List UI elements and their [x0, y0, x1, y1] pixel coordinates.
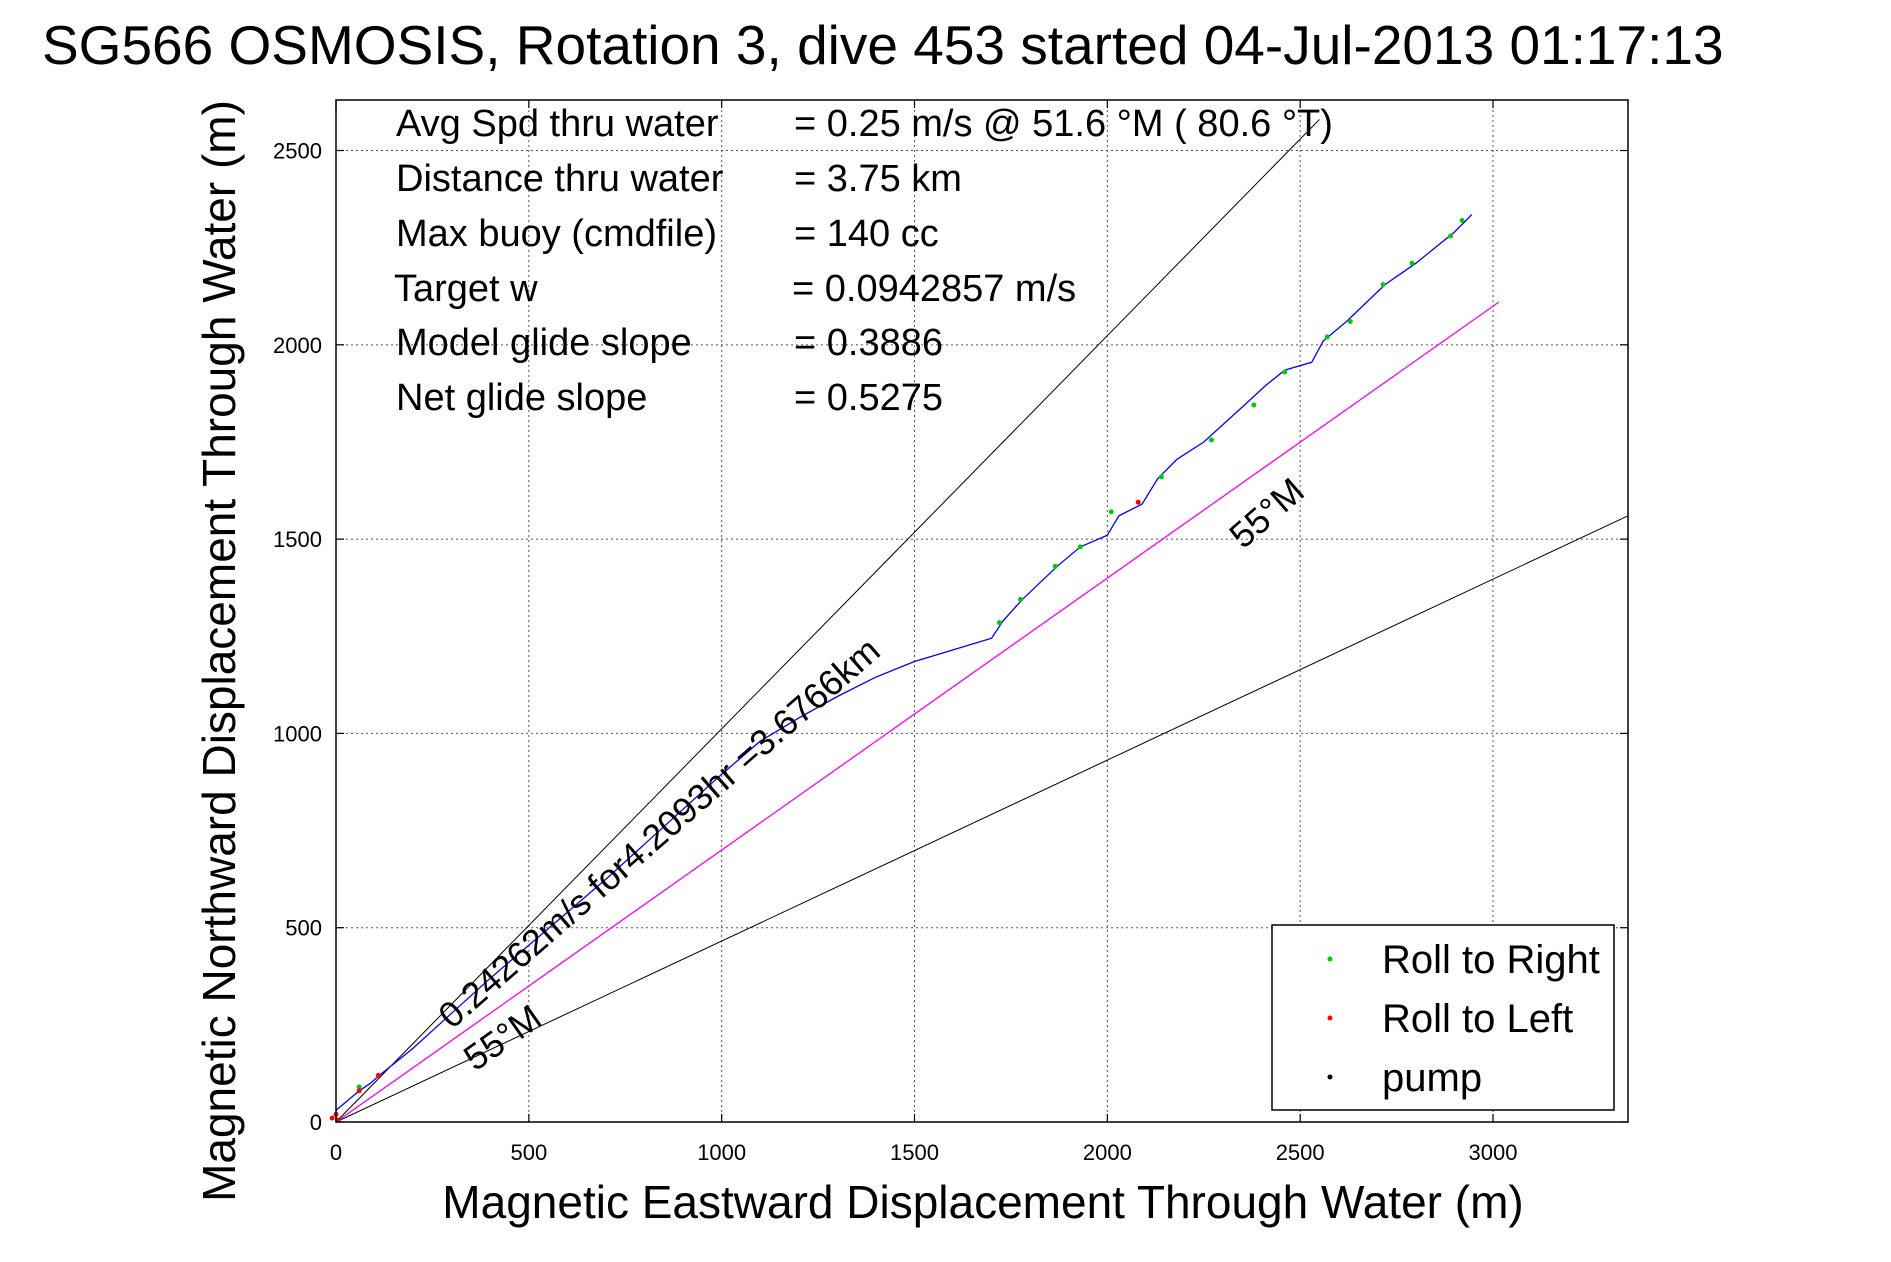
- marker-roll-to-right: [1208, 437, 1214, 443]
- x-tick-label: 1000: [697, 1140, 746, 1165]
- y-tick-label: 2000: [273, 333, 322, 358]
- marker-roll-to-right: [1251, 402, 1257, 408]
- legend-marker-roll-right: [1327, 956, 1333, 962]
- series-layer: [329, 214, 1500, 1123]
- legend-marker-pump: [1327, 1074, 1333, 1080]
- y-axis-label: Magnetic Northward Displacement Through …: [193, 100, 245, 1202]
- marker-roll-to-right: [356, 1084, 362, 1090]
- axes-frame: [335, 99, 1629, 1123]
- stat-label-distance: Distance thru water: [396, 158, 724, 200]
- legend-label-roll-right: Roll to Right: [1382, 938, 1600, 982]
- x-tick-label: 2000: [1083, 1140, 1132, 1165]
- marker-roll-to-right: [1448, 233, 1454, 239]
- stat-label-max-buoy: Max buoy (cmdfile): [396, 213, 717, 255]
- reference-lines: [335, 119, 1629, 1123]
- series-line-model: [335, 301, 1500, 1123]
- marker-roll-to-right: [1324, 334, 1330, 340]
- x-tick-label: 1500: [890, 1140, 939, 1165]
- x-tick-label: 2500: [1276, 1140, 1325, 1165]
- marker-roll-to-left: [1135, 499, 1141, 505]
- stat-value-target-w: = 0.0942857 m/s: [792, 268, 1076, 310]
- reference-line: [335, 515, 1629, 1123]
- marker-roll-to-right: [1158, 474, 1164, 480]
- marker-roll-to-right: [1409, 260, 1415, 266]
- marker-roll-to-left: [329, 1115, 335, 1121]
- stat-label-avg-speed: Avg Spd thru water: [396, 103, 719, 145]
- stat-label-model-glide-slope: Model glide slope: [396, 322, 692, 364]
- y-tick-label: 0: [310, 1110, 322, 1135]
- tick-layer: 0 500 1000 1500 2000 2500 3000 0 500 1000 1500 2000…: [273, 100, 1628, 1165]
- series-line-track: [335, 214, 1473, 1111]
- stat-value-model-glide-slope: = 0.3886: [794, 322, 943, 364]
- reference-line: [335, 119, 1320, 1123]
- marker-roll-to-right: [1052, 563, 1058, 569]
- marker-roll-to-right: [996, 620, 1002, 626]
- marker-roll-to-left: [375, 1072, 381, 1078]
- stats-block: Avg Spd thru water = 0.25 m/s @ 51.6 °M …: [394, 103, 1333, 419]
- chart-title: SG566 OSMOSIS, Rotation 3, dive 453 star…: [42, 14, 1724, 76]
- marker-roll-to-right: [1347, 318, 1353, 324]
- stat-label-net-glide-slope: Net glide slope: [396, 377, 647, 419]
- legend-label-pump: pump: [1382, 1056, 1482, 1100]
- y-tick-label: 2500: [273, 139, 322, 164]
- marker-roll-to-right: [1108, 509, 1114, 515]
- marker-roll-to-right: [1077, 544, 1083, 550]
- stat-value-max-buoy: = 140 cc: [794, 213, 939, 255]
- stat-label-target-w: Target w: [394, 268, 538, 310]
- marker-roll-to-right: [1380, 282, 1386, 288]
- y-tick-label: 1000: [273, 721, 322, 746]
- stat-value-distance: = 3.75 km: [794, 158, 962, 200]
- x-tick-label: 0: [330, 1140, 342, 1165]
- legend-label-roll-left: Roll to Left: [1382, 997, 1573, 1041]
- legend-marker-roll-left: [1327, 1015, 1333, 1021]
- marker-roll-to-right: [1282, 369, 1288, 375]
- marker-roll-to-right: [1459, 217, 1465, 223]
- x-tick-label: 3000: [1469, 1140, 1518, 1165]
- stat-value-net-glide-slope: = 0.5275: [794, 377, 943, 419]
- legend: Roll to Right Roll to Left pump: [1271, 924, 1615, 1111]
- y-tick-label: 1500: [273, 527, 322, 552]
- stat-value-avg-speed: = 0.25 m/s @ 51.6 °M ( 80.6 °T): [794, 103, 1333, 145]
- y-tick-label: 500: [285, 916, 322, 941]
- marker-roll-to-right: [1018, 596, 1024, 602]
- marker-roll-to-left: [356, 1088, 362, 1094]
- x-axis-label: Magnetic Eastward Displacement Through W…: [442, 1176, 1523, 1228]
- x-tick-label: 500: [510, 1140, 547, 1165]
